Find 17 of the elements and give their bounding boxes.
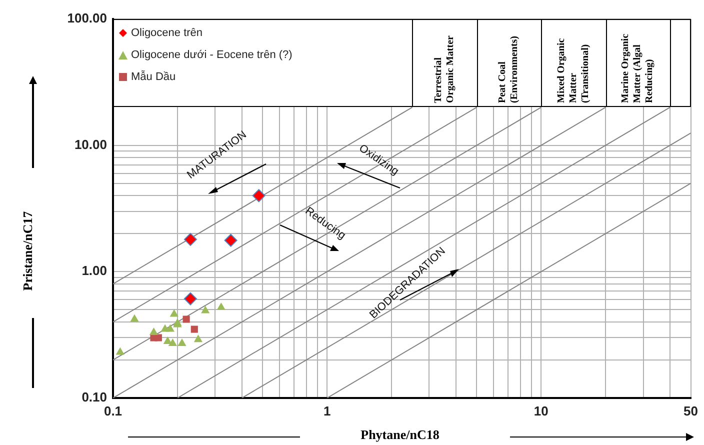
x-tick-label: 0.1 <box>104 403 122 418</box>
y-tick-label: 100.00 <box>67 10 107 26</box>
legend-label: Oligocene trên <box>131 27 203 39</box>
legend-label: Mẫu Dầu <box>131 71 176 83</box>
y-axis-title: Pristane/nC17 <box>20 210 36 293</box>
x-tick-label: 10 <box>534 403 548 418</box>
x-axis-title: Phytane/nC18 <box>360 427 440 443</box>
annotation: Peat Coal (Environments) <box>497 35 522 104</box>
y-tick-label: 10.00 <box>74 136 107 152</box>
legend-label: Oligocene dưới - Eocene trên (?) <box>131 49 292 61</box>
y-tick-label: 0.10 <box>82 390 107 405</box>
x-tick-label: 1 <box>323 403 331 418</box>
y-tick-label: 1.00 <box>82 263 107 278</box>
x-tick-label: 50 <box>684 403 698 418</box>
annotation: Mixed Organic Matter (Transitional) <box>556 38 592 104</box>
annotation: Terrestrial Organic Matter <box>432 34 457 104</box>
annotation: Marine Organic Matter (Algal Reducing) <box>620 33 656 104</box>
